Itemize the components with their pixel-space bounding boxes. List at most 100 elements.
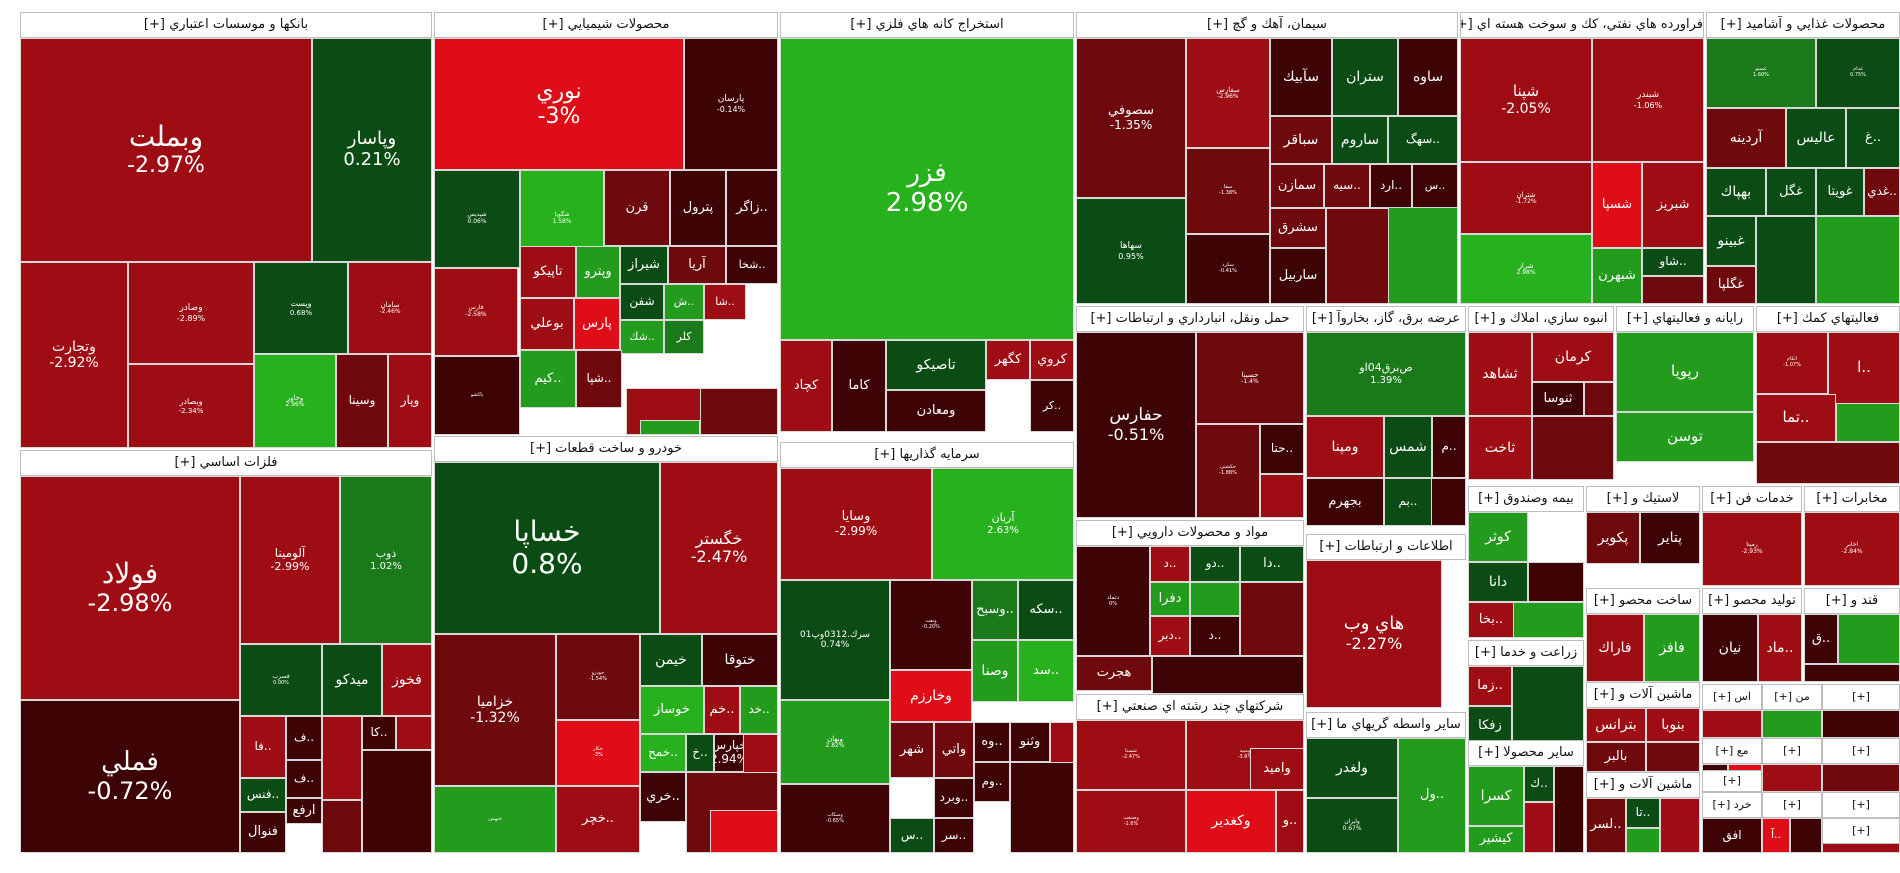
sector-header[interactable]: توليد محصو [+] — [1702, 588, 1802, 614]
stock-tile[interactable]: زما.. — [1468, 666, 1512, 706]
stock-tile[interactable]: خمح.. — [640, 734, 686, 772]
stock-tile[interactable]: خودرو -1.54% — [556, 634, 640, 720]
stock-tile-minor[interactable] — [1816, 216, 1900, 304]
stock-tile[interactable]: وسينا — [336, 354, 388, 448]
stock-tile[interactable]: فنس.. — [240, 778, 286, 812]
sector-header[interactable]: ساخت محصو [+] — [1586, 588, 1700, 614]
sector-header[interactable]: فراورده هاي نفتي، كك و سوخت هسته اي [+] — [1460, 12, 1704, 38]
stock-tile-minor[interactable] — [1528, 562, 1584, 602]
stock-tile[interactable]: ميدكو — [322, 644, 382, 716]
stock-tile[interactable]: افق — [1702, 818, 1762, 853]
stock-tile[interactable]: بم.. — [1384, 478, 1432, 526]
stock-tile[interactable]: شمس — [1384, 416, 1432, 478]
stock-tile[interactable]: شپديس 0.06% — [434, 170, 520, 268]
stock-tile[interactable]: ش.. — [664, 284, 704, 320]
stock-tile[interactable]: غمينو 1.60% — [1706, 38, 1816, 108]
stock-tile[interactable]: شبهرن — [1592, 248, 1642, 304]
sector-header[interactable]: مخابرات [+] — [1804, 486, 1900, 512]
stock-tile[interactable]: آريا — [668, 246, 726, 284]
sector-header[interactable]: حمل ونقل، انبارداري و ارتباطات [+] — [1076, 306, 1304, 332]
stock-tile-minor[interactable] — [1388, 204, 1458, 304]
stock-tile[interactable]: ختوقا — [702, 634, 778, 686]
stock-tile[interactable]: بالبر — [1586, 742, 1646, 772]
stock-tile[interactable]: ذوب 1.02% — [340, 476, 432, 644]
stock-tile[interactable]: شخا.. — [726, 246, 778, 284]
sector-header[interactable]: خودرو و ساخت قطعات [+] — [434, 436, 778, 462]
stock-tile-minor[interactable] — [322, 800, 362, 853]
sector-header[interactable]: بانكها و موسسات اعتباري [+] — [20, 12, 432, 38]
stock-tile[interactable]: ا.. — [1828, 332, 1900, 404]
stock-tile[interactable]: نيان — [1702, 614, 1758, 682]
stock-tile[interactable]: فسرب 0.00% — [240, 644, 322, 716]
stock-tile[interactable]: عاليس — [1786, 108, 1846, 168]
stock-tile[interactable]: سد.. — [1018, 640, 1074, 702]
sector-header[interactable]: سيمان، آهك و گچ [+] — [1076, 12, 1458, 38]
stock-tile[interactable]: خكار -3% — [556, 720, 640, 786]
stock-tile-minor[interactable] — [1010, 762, 1074, 853]
sector-header[interactable]: [+] — [1822, 684, 1900, 710]
stock-tile-minor[interactable] — [1532, 416, 1614, 480]
stock-tile[interactable]: آ.. — [1762, 818, 1790, 853]
stock-tile[interactable]: وثنو — [1010, 722, 1050, 762]
stock-tile[interactable]: س.. — [890, 818, 934, 853]
stock-tile[interactable]: دا.. — [1240, 546, 1304, 582]
stock-tile-minor[interactable] — [1762, 710, 1822, 738]
stock-tile-minor[interactable] — [1660, 798, 1700, 853]
stock-tile[interactable]: وسايا -2.99% — [780, 468, 932, 580]
stock-tile[interactable]: ف.. — [286, 716, 322, 760]
stock-tile[interactable]: پارسان -0.14% — [684, 38, 778, 170]
stock-tile[interactable]: شستا -2.47% — [1076, 720, 1186, 790]
stock-tile[interactable]: فافز — [1644, 614, 1700, 682]
stock-tile-minor[interactable] — [396, 716, 432, 750]
stock-tile[interactable]: غدام 0.75% — [1816, 38, 1900, 108]
stock-tile[interactable]: ونفت -0.20% — [890, 580, 972, 670]
sector-header[interactable]: انبوه سازي، املاك و [+] — [1468, 306, 1614, 332]
stock-tile[interactable]: سمازن — [1270, 164, 1324, 208]
stock-tile-minor[interactable] — [710, 810, 778, 853]
stock-tile-minor[interactable] — [1554, 766, 1584, 853]
stock-tile[interactable]: غگلپا — [1706, 266, 1756, 304]
stock-tile[interactable]: شا.. — [704, 284, 746, 320]
stock-tile[interactable]: بترانس — [1586, 708, 1646, 742]
stock-tile[interactable]: خد.. — [740, 686, 778, 734]
stock-tile[interactable]: وايران 0.67% — [1306, 798, 1398, 853]
stock-tile-minor[interactable] — [1756, 442, 1900, 484]
stock-tile[interactable]: خگستر -2.47% — [660, 462, 778, 634]
stock-tile[interactable]: وصادر -2.89% — [128, 262, 254, 364]
stock-tile[interactable]: غبينو — [1706, 216, 1756, 266]
stock-tile[interactable]: آريان 2.63% — [932, 468, 1074, 580]
stock-tile[interactable]: و.. — [1276, 790, 1304, 853]
stock-tile-minor[interactable] — [1646, 742, 1700, 772]
stock-tile-minor[interactable] — [700, 388, 778, 435]
stock-tile[interactable]: كا.. — [362, 716, 396, 750]
stock-tile[interactable]: لسر.. — [1586, 798, 1626, 853]
sector-header[interactable]: ساير واسطه گريهاي ما [+] — [1306, 712, 1466, 738]
stock-tile-minor[interactable] — [1838, 614, 1900, 664]
stock-tile-minor[interactable] — [1790, 818, 1822, 853]
stock-tile[interactable]: پتاير — [1640, 512, 1700, 564]
sector-header[interactable]: ماشين آلات و [+] — [1586, 682, 1700, 708]
stock-tile[interactable]: وسكاب -0.65% — [780, 784, 890, 853]
sector-header[interactable]: خدمات فن [+] — [1702, 486, 1802, 512]
stock-tile[interactable]: غگل — [1766, 168, 1816, 216]
stock-tile[interactable]: س.. — [1412, 164, 1458, 208]
sector-header[interactable]: عرضه برق، گاز، بخاروآ [+] — [1306, 306, 1466, 332]
stock-tile[interactable]: شبندر -1.06% — [1592, 38, 1704, 162]
stock-tile[interactable]: ص‌برق04او 1.39% — [1306, 332, 1466, 416]
stock-tile[interactable]: تاصيكو — [886, 340, 986, 390]
stock-tile[interactable]: سشرق — [1270, 208, 1326, 248]
stock-tile[interactable]: ساروم — [1332, 116, 1388, 164]
stock-tile[interactable]: وپترو — [576, 246, 620, 298]
stock-tile[interactable]: وسبح.. — [972, 580, 1018, 640]
stock-tile[interactable]: اخابر -2.84% — [1804, 512, 1900, 586]
stock-tile-minor[interactable] — [1702, 710, 1762, 738]
stock-tile-minor[interactable] — [1822, 764, 1900, 792]
stock-tile[interactable]: دبر.. — [1150, 616, 1190, 656]
stock-tile-minor[interactable] — [1584, 382, 1614, 416]
stock-tile[interactable]: سرك.0312وپ01 0.74% — [780, 580, 890, 700]
stock-tile[interactable]: وپار — [388, 354, 432, 448]
stock-tile[interactable]: قرن — [604, 170, 670, 246]
sector-header[interactable]: ساير محصولا [+] — [1468, 740, 1584, 766]
stock-tile[interactable]: آلومينا -2.99% — [240, 476, 340, 644]
sector-header[interactable]: اس [+] — [1702, 684, 1762, 710]
